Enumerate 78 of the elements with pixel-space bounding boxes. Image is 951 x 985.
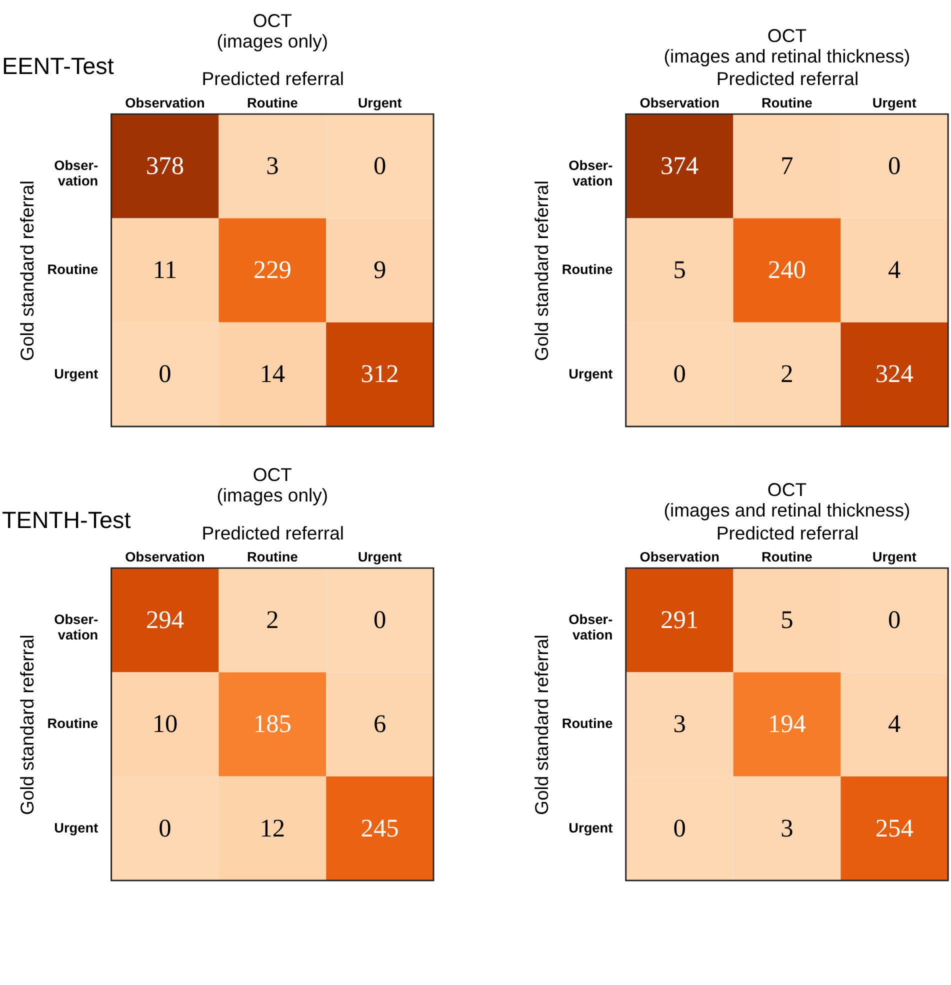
- text: OCT: [252, 464, 292, 486]
- y-axis-title: Gold standard referral: [16, 180, 38, 361]
- x-tick-label: Routine: [762, 550, 813, 565]
- data-label: 254: [875, 814, 914, 842]
- data-label: 14: [260, 360, 286, 388]
- y-axis-title: Gold standard referral: [531, 634, 552, 815]
- text: (images only): [216, 30, 328, 52]
- data-label: 324: [875, 360, 914, 388]
- text: OCT: [767, 478, 807, 500]
- x-axis-title: Predicted referral: [716, 522, 859, 544]
- y-axis-title: Gold standard referral: [16, 634, 38, 815]
- x-tick-label: Routine: [247, 550, 298, 565]
- x-tick-label: Observation: [640, 96, 720, 111]
- data-label: 194: [768, 710, 806, 738]
- y-tick-label: Obser- vation: [568, 612, 613, 643]
- x-tick-label: Urgent: [358, 550, 402, 565]
- x-tick-label: Urgent: [358, 96, 402, 111]
- text: (images and retinal thickness): [664, 45, 910, 66]
- data-label: 240: [768, 256, 806, 284]
- data-label: 11: [152, 256, 178, 284]
- y-tick-label: Routine: [47, 716, 99, 732]
- x-axis-title: Predicted referral: [716, 68, 859, 90]
- x-tick-label: Urgent: [872, 96, 917, 111]
- data-label: 291: [660, 606, 699, 634]
- data-label: 5: [780, 606, 794, 634]
- y-tick-label: Urgent: [54, 366, 99, 382]
- x-axis-title: Predicted referral: [202, 68, 344, 90]
- data-label: 3: [780, 814, 794, 842]
- data-label: 0: [888, 152, 901, 180]
- data-label: 9: [373, 256, 386, 284]
- data-label: 6: [373, 710, 386, 738]
- data-label: 0: [673, 360, 686, 388]
- y-tick-label: Urgent: [568, 820, 614, 836]
- data-label: 378: [146, 152, 184, 180]
- text: (images and retinal thickness): [664, 499, 910, 520]
- x-axis-title: Predicted referral: [202, 522, 344, 544]
- y-tick-label: Routine: [47, 262, 99, 278]
- y-tick-label: Obser- vation: [54, 158, 98, 189]
- data-label: 229: [253, 256, 292, 284]
- y-tick-label: Urgent: [568, 366, 614, 382]
- y-tick-label: Obser- vation: [54, 612, 98, 643]
- text: (images only): [216, 484, 328, 506]
- y-axis-title: Gold standard referral: [531, 180, 552, 361]
- text: OCT: [252, 10, 292, 32]
- data-label: 0: [158, 360, 172, 388]
- data-label: 0: [158, 814, 172, 842]
- x-tick-label: Observation: [125, 96, 205, 111]
- data-label: 2: [780, 360, 794, 388]
- data-label: 5: [673, 256, 686, 284]
- y-tick-label: Obser- vation: [568, 158, 613, 189]
- y-tick-label: Routine: [562, 262, 614, 278]
- text: TENTH-Test: [2, 507, 132, 534]
- data-label: 3: [266, 152, 279, 180]
- data-label: 0: [373, 606, 386, 634]
- data-label: 0: [373, 152, 386, 180]
- data-label: 185: [253, 710, 292, 738]
- data-label: 7: [780, 152, 794, 180]
- data-label: 374: [660, 152, 699, 180]
- data-label: 10: [152, 710, 178, 738]
- data-label: 12: [260, 814, 286, 842]
- text: OCT: [767, 24, 807, 46]
- x-tick-label: Observation: [640, 550, 720, 565]
- data-label: 2: [266, 606, 279, 634]
- y-tick-label: Routine: [562, 716, 614, 732]
- data-label: 312: [360, 360, 399, 388]
- x-tick-label: Routine: [762, 96, 813, 111]
- data-label: 294: [146, 606, 184, 634]
- x-tick-label: Routine: [247, 96, 298, 111]
- data-label: 0: [673, 814, 686, 842]
- y-tick-label: Urgent: [54, 820, 99, 836]
- data-label: 3: [673, 710, 686, 738]
- data-label: 4: [888, 256, 902, 284]
- x-tick-label: Observation: [125, 550, 205, 565]
- data-label: 4: [888, 710, 902, 738]
- data-label: 0: [888, 606, 901, 634]
- x-tick-label: Urgent: [872, 550, 917, 565]
- data-label: 245: [360, 814, 399, 842]
- text: EENT-Test: [2, 53, 114, 80]
